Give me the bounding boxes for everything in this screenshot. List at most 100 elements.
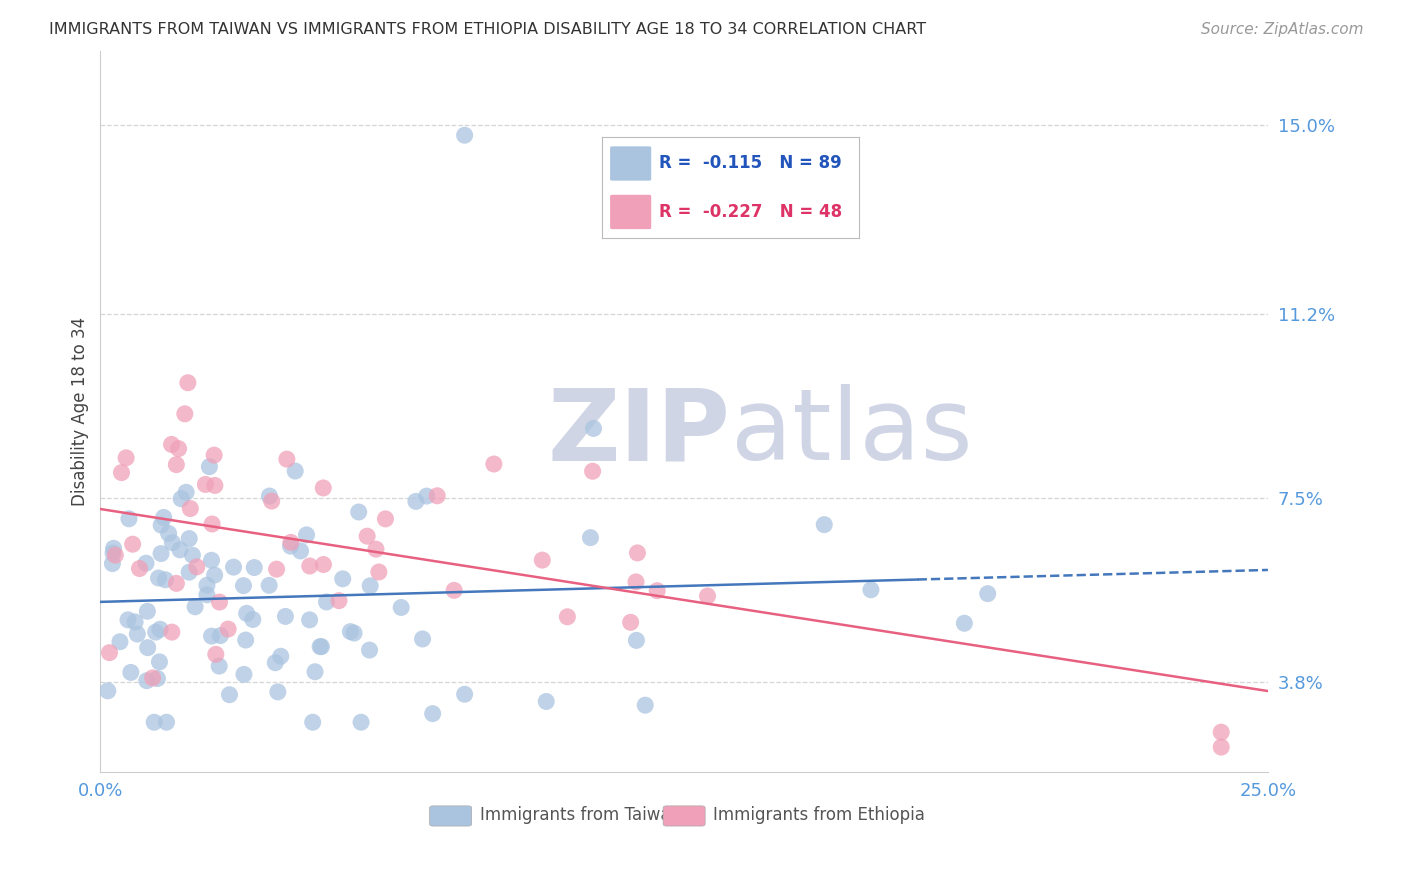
Point: [136, 640, 159, 655]
Point: [415, 489, 437, 503]
Point: [645, 583, 668, 598]
Point: [1211, 725, 1233, 739]
Point: [295, 528, 318, 542]
Point: [557, 609, 579, 624]
Point: [142, 671, 165, 685]
Point: [209, 629, 232, 643]
Point: [135, 673, 157, 688]
Point: [953, 616, 976, 631]
Point: [162, 535, 184, 549]
Point: [200, 629, 222, 643]
Point: [328, 593, 350, 607]
Point: [204, 568, 226, 582]
Point: [332, 572, 354, 586]
Point: [242, 612, 264, 626]
Point: [626, 546, 648, 560]
FancyBboxPatch shape: [430, 805, 471, 826]
Point: [343, 626, 366, 640]
Point: [103, 541, 125, 556]
Point: [218, 688, 240, 702]
Point: [201, 516, 224, 531]
Point: [1211, 740, 1233, 755]
Point: [155, 573, 177, 587]
Point: [165, 576, 187, 591]
Point: [149, 622, 172, 636]
Text: ZIP: ZIP: [548, 384, 731, 482]
Point: [208, 595, 231, 609]
Point: [364, 542, 387, 557]
Point: [309, 640, 332, 654]
Point: [280, 535, 302, 549]
Point: [276, 452, 298, 467]
Point: [389, 600, 412, 615]
Point: [482, 457, 505, 471]
Point: [115, 450, 138, 465]
Point: [128, 561, 150, 575]
Point: [274, 609, 297, 624]
Point: [270, 649, 292, 664]
Point: [267, 685, 290, 699]
Point: [200, 553, 222, 567]
Point: [148, 571, 170, 585]
FancyBboxPatch shape: [664, 805, 706, 826]
Text: IMMIGRANTS FROM TAIWAN VS IMMIGRANTS FROM ETHIOPIA DISABILITY AGE 18 TO 34 CORRE: IMMIGRANTS FROM TAIWAN VS IMMIGRANTS FRO…: [49, 22, 927, 37]
Text: Immigrants from Ethiopia: Immigrants from Ethiopia: [713, 806, 925, 824]
Point: [181, 548, 204, 562]
Point: [117, 613, 139, 627]
Point: [108, 634, 131, 648]
Point: [184, 599, 207, 614]
Point: [97, 683, 120, 698]
Point: [367, 565, 389, 579]
Point: [174, 485, 197, 500]
Point: [121, 537, 143, 551]
Point: [165, 458, 187, 472]
Text: atlas: atlas: [731, 384, 973, 482]
Point: [110, 466, 132, 480]
Point: [531, 553, 554, 567]
Point: [186, 560, 208, 574]
Point: [257, 578, 280, 592]
Point: [260, 494, 283, 508]
Point: [290, 544, 312, 558]
Point: [124, 615, 146, 629]
Point: [624, 574, 647, 589]
Point: [167, 442, 190, 456]
Point: [634, 698, 657, 713]
Point: [453, 128, 475, 143]
Point: [118, 512, 141, 526]
Point: [217, 622, 239, 636]
Point: [284, 464, 307, 478]
Point: [405, 494, 427, 508]
Point: [195, 578, 218, 592]
Point: [315, 595, 337, 609]
Point: [298, 559, 321, 574]
Point: [127, 627, 149, 641]
Point: [235, 607, 257, 621]
Point: [101, 546, 124, 560]
Point: [222, 560, 245, 574]
Point: [150, 518, 173, 533]
Point: [136, 604, 159, 618]
Point: [198, 459, 221, 474]
Point: [177, 376, 200, 390]
Point: [145, 625, 167, 640]
Point: [356, 529, 378, 543]
Point: [143, 715, 166, 730]
Point: [280, 539, 302, 553]
Point: [339, 624, 361, 639]
Point: [195, 588, 218, 602]
Point: [160, 437, 183, 451]
Point: [155, 715, 177, 730]
Point: [582, 421, 605, 435]
Point: [859, 582, 882, 597]
Point: [148, 655, 170, 669]
Point: [264, 656, 287, 670]
Point: [179, 501, 201, 516]
Point: [101, 557, 124, 571]
Point: [266, 562, 288, 576]
Point: [347, 505, 370, 519]
Point: [202, 448, 225, 462]
Point: [813, 517, 835, 532]
Point: [170, 491, 193, 506]
Point: [208, 659, 231, 673]
